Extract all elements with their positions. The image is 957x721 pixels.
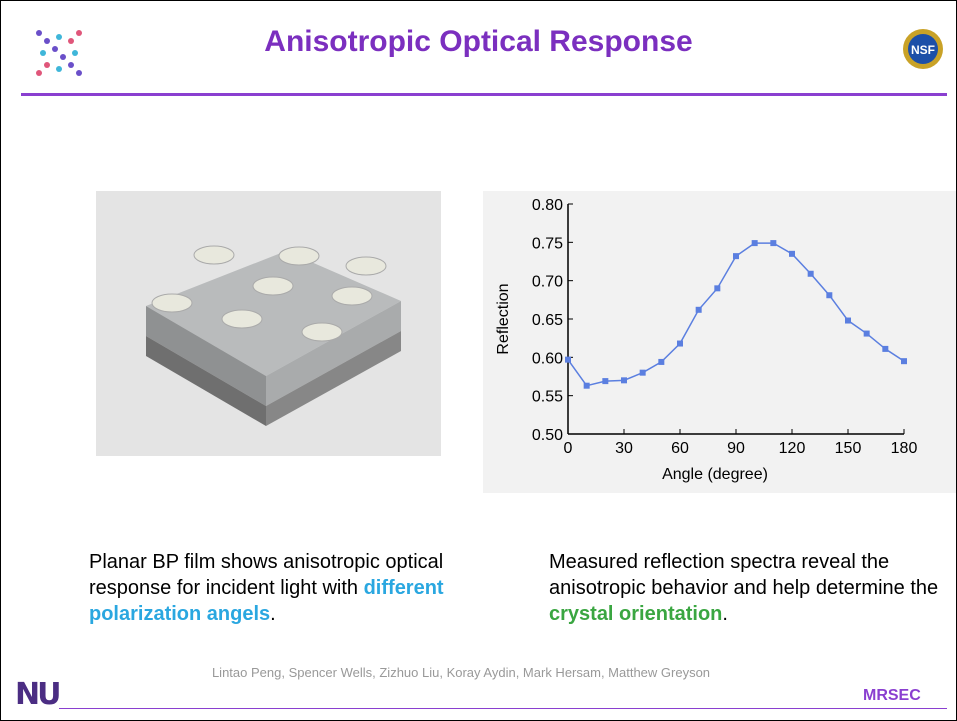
x-tick-label: 150 <box>835 440 862 457</box>
data-point <box>901 358 907 364</box>
data-point <box>752 240 758 246</box>
nsf-text: NSF <box>911 43 935 57</box>
data-point <box>602 378 608 384</box>
data-point <box>882 346 888 352</box>
data-point <box>770 240 776 246</box>
y-tick-label: 0.80 <box>532 197 563 214</box>
y-axis-label: Reflection <box>495 283 512 354</box>
footer-rule <box>59 708 947 709</box>
x-tick-label: 0 <box>564 440 573 457</box>
data-point <box>584 383 590 389</box>
data-point <box>677 341 683 347</box>
x-tick-label: 60 <box>671 440 689 457</box>
y-tick-label: 0.60 <box>532 350 563 367</box>
data-point <box>845 318 851 324</box>
data-point <box>808 271 814 277</box>
left-logo <box>29 23 89 83</box>
x-tick-label: 30 <box>615 440 633 457</box>
caption-highlight: crystal orientation <box>549 603 722 625</box>
data-point <box>658 359 664 365</box>
x-tick-label: 120 <box>779 440 806 457</box>
data-point <box>714 285 720 291</box>
y-tick-label: 0.55 <box>532 389 563 406</box>
nu-logo: NU <box>15 677 58 712</box>
x-tick-label: 90 <box>727 440 745 457</box>
y-tick-label: 0.50 <box>532 427 563 444</box>
mrsec-label: MRSEC <box>863 687 921 705</box>
slide: Anisotropic Optical Response NSF Angle (… <box>0 0 957 721</box>
data-point <box>733 253 739 259</box>
device-image <box>96 191 441 456</box>
data-point <box>864 331 870 337</box>
data-point <box>789 251 795 257</box>
x-axis-label: Angle (degree) <box>662 466 768 483</box>
slide-title: Anisotropic Optical Response <box>1 25 956 59</box>
data-point <box>621 377 627 383</box>
data-point <box>565 357 571 363</box>
chart: Angle (degree) Reflection 0.50 0.55 0.60 0.… <box>483 191 956 493</box>
data-point <box>640 370 646 376</box>
caption-text: Measured reflection spectra reveal the a… <box>549 551 938 599</box>
y-tick-label: 0.65 <box>532 312 563 329</box>
caption-text: . <box>722 603 728 625</box>
authors: Lintao Peng, Spencer Wells, Zizhuo Liu, … <box>1 665 921 680</box>
caption-right: Measured reflection spectra reveal the a… <box>549 549 957 627</box>
title-rule <box>21 93 947 96</box>
caption-left: Planar BP film shows anisotropic optical… <box>89 549 514 627</box>
data-point <box>826 292 832 298</box>
nsf-logo: NSF <box>901 27 945 71</box>
data-point <box>696 307 702 313</box>
y-tick-label: 0.70 <box>532 274 563 291</box>
x-tick-label: 180 <box>891 440 918 457</box>
caption-text: . <box>270 603 276 625</box>
y-tick-label: 0.75 <box>532 235 563 252</box>
